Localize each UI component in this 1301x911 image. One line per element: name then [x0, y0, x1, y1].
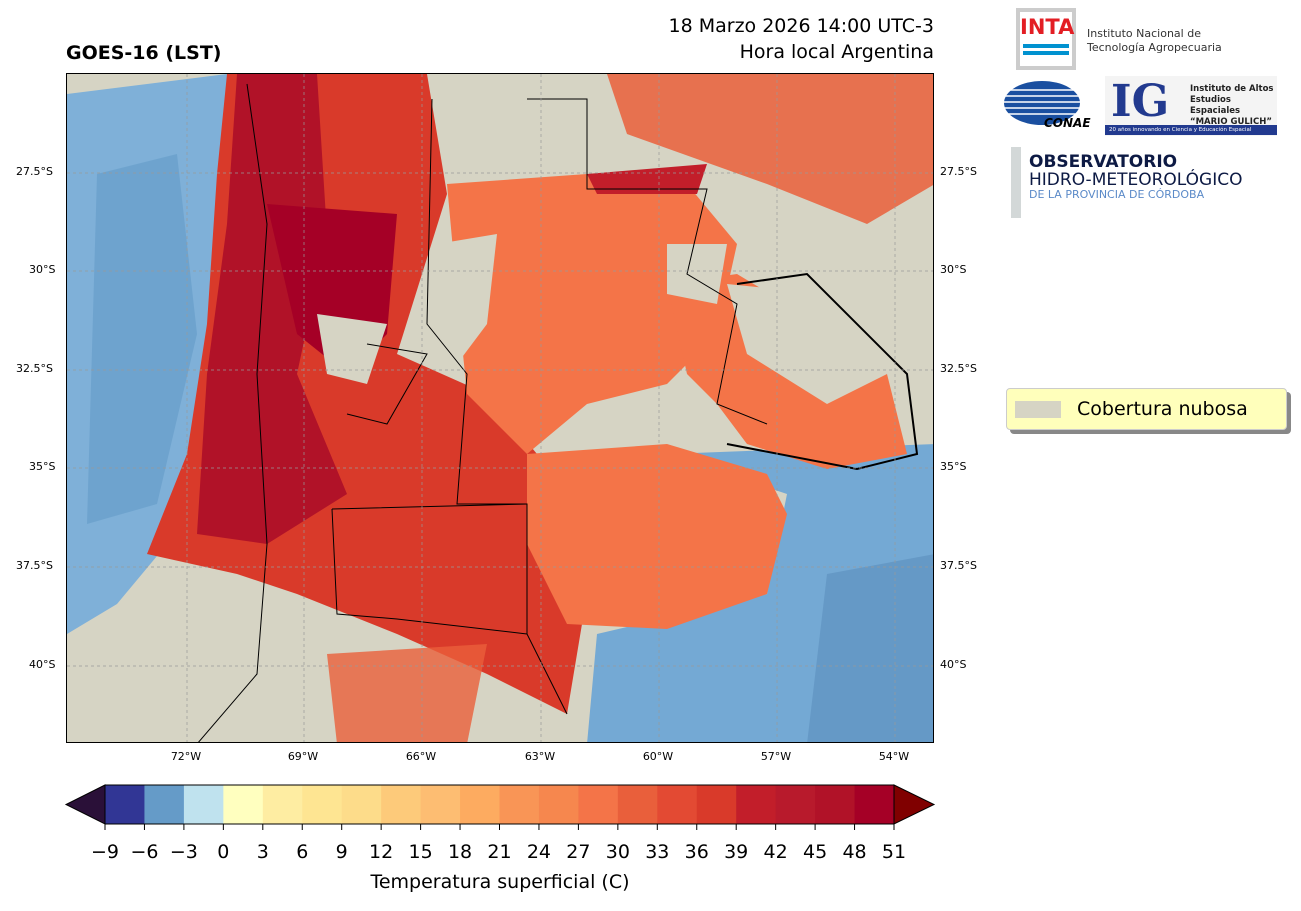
lat-label-left: 35°S: [29, 460, 56, 473]
colorbar-tick-label: −6: [130, 841, 158, 863]
colorbar-tick-label: 30: [606, 841, 630, 863]
lon-label: 60°W: [642, 750, 674, 763]
cloud-cover-swatch: [1015, 400, 1061, 418]
colorbar-segment: [815, 785, 856, 824]
colorbar-label: Temperatura superficial (C): [370, 871, 630, 893]
colorbar-segment: [657, 785, 698, 824]
colorbar-segment: [341, 785, 382, 824]
temperature-map: [66, 73, 934, 743]
colorbar-segment: [736, 785, 777, 824]
lat-label-right: 30°S: [940, 263, 967, 276]
colorbar-segment: [302, 785, 343, 824]
lat-label-right: 37.5°S: [940, 559, 977, 572]
lat-label-right: 40°S: [940, 658, 967, 671]
colorbar-segment: [105, 785, 145, 824]
colorbar-segment: [183, 785, 224, 824]
colorbar-segment: [538, 785, 579, 824]
colorbar-tick-label: 51: [882, 841, 906, 863]
ig-logo: IG Instituto de Altos Estudios Espaciales…: [1105, 76, 1277, 136]
colorbar-tick-label: 21: [487, 841, 511, 863]
lat-label-right: 32.5°S: [940, 362, 977, 375]
colorbar-over-extension: [893, 784, 936, 825]
colorbar-segment: [499, 785, 540, 824]
colorbar-tick-label: 3: [257, 841, 269, 863]
lon-label: 63°W: [524, 750, 556, 763]
colorbar-segment: [144, 785, 185, 824]
colorbar-tick-label: 48: [842, 841, 866, 863]
colorbar-segment: [460, 785, 500, 824]
lon-label: 54°W: [878, 750, 910, 763]
colorbar-tick-label: 42: [764, 841, 788, 863]
colorbar-tick-label: 18: [448, 841, 472, 863]
colorbar-tick-label: 39: [724, 841, 748, 863]
lat-label-left: 32.5°S: [16, 362, 53, 375]
conae-logo: CONAE: [1004, 80, 1091, 132]
lat-label-left: 40°S: [29, 658, 56, 671]
colorbar-segment: [854, 785, 895, 824]
lon-label: 66°W: [405, 750, 437, 763]
colorbar-segment: [262, 785, 303, 824]
observatorio-logo: OBSERVATORIO HIDRO-METEOROLÓGICO DE LA P…: [1029, 152, 1243, 201]
datetime: 18 Marzo 2026 14:00 UTC-3: [668, 15, 935, 37]
lat-label-left: 30°S: [29, 263, 56, 276]
colorbar-tick-label: 33: [645, 841, 669, 863]
lon-label: 72°W: [170, 750, 202, 763]
colorbar-tick-label: −3: [170, 841, 198, 863]
colorbar-tick-label: 6: [296, 841, 308, 863]
colorbar-segment: [696, 785, 737, 824]
lon-label: 57°W: [760, 750, 792, 763]
lat-label-left: 37.5°S: [16, 559, 53, 572]
gridlines: [67, 74, 933, 742]
lat-label-left: 27.5°S: [16, 165, 53, 178]
colorbar-tick-label: 12: [369, 841, 393, 863]
colorbar-segment: [775, 785, 816, 824]
lon-label: 69°W: [287, 750, 319, 763]
colorbar-segment: [420, 785, 461, 824]
colorbar-segment: [617, 785, 658, 824]
boundaries: [198, 83, 919, 742]
datetime-title: 18 Marzo 2026 14:00 UTC-3 Hora local Arg…: [669, 13, 935, 65]
colorbar-segment: [381, 785, 422, 824]
inta-name: Instituto Nacional de Tecnología Agropecu…: [1087, 27, 1222, 54]
lat-label-right: 35°S: [940, 460, 967, 473]
colorbar-tick-label: −9: [91, 841, 119, 863]
colorbar-tick-label: 15: [409, 841, 433, 863]
product-title: GOES-16 (LST): [66, 42, 222, 64]
observatorio-bar: [1011, 147, 1021, 218]
cloud-cover-label: Cobertura nubosa: [1077, 398, 1248, 420]
cloud-free-water: [67, 74, 933, 742]
timezone: Hora local Argentina: [739, 41, 934, 63]
colorbar: −9 −6 −3 0 3 6 9 12 15 18 21 24 27 30 33 36 39 42 45 48 51: [64, 784, 936, 863]
cloud-cover-legend: Cobertura nubosa: [1006, 388, 1287, 430]
lat-label-right: 27.5°S: [940, 165, 977, 178]
inta-logo: INTA: [1016, 8, 1076, 70]
land-surface-temperature: [147, 74, 933, 742]
colorbar-tick-label: 0: [217, 841, 229, 863]
colorbar-segment: [223, 785, 264, 824]
colorbar-under-extension: [64, 784, 106, 825]
colorbar-segment: [578, 785, 619, 824]
colorbar-tick-label: 45: [803, 841, 827, 863]
colorbar-tick-label: 36: [685, 841, 709, 863]
colorbar-tick-label: 27: [566, 841, 590, 863]
map-layers: [67, 74, 933, 742]
colorbar-tick-label: 24: [527, 841, 551, 863]
colorbar-tick-label: 9: [336, 841, 348, 863]
